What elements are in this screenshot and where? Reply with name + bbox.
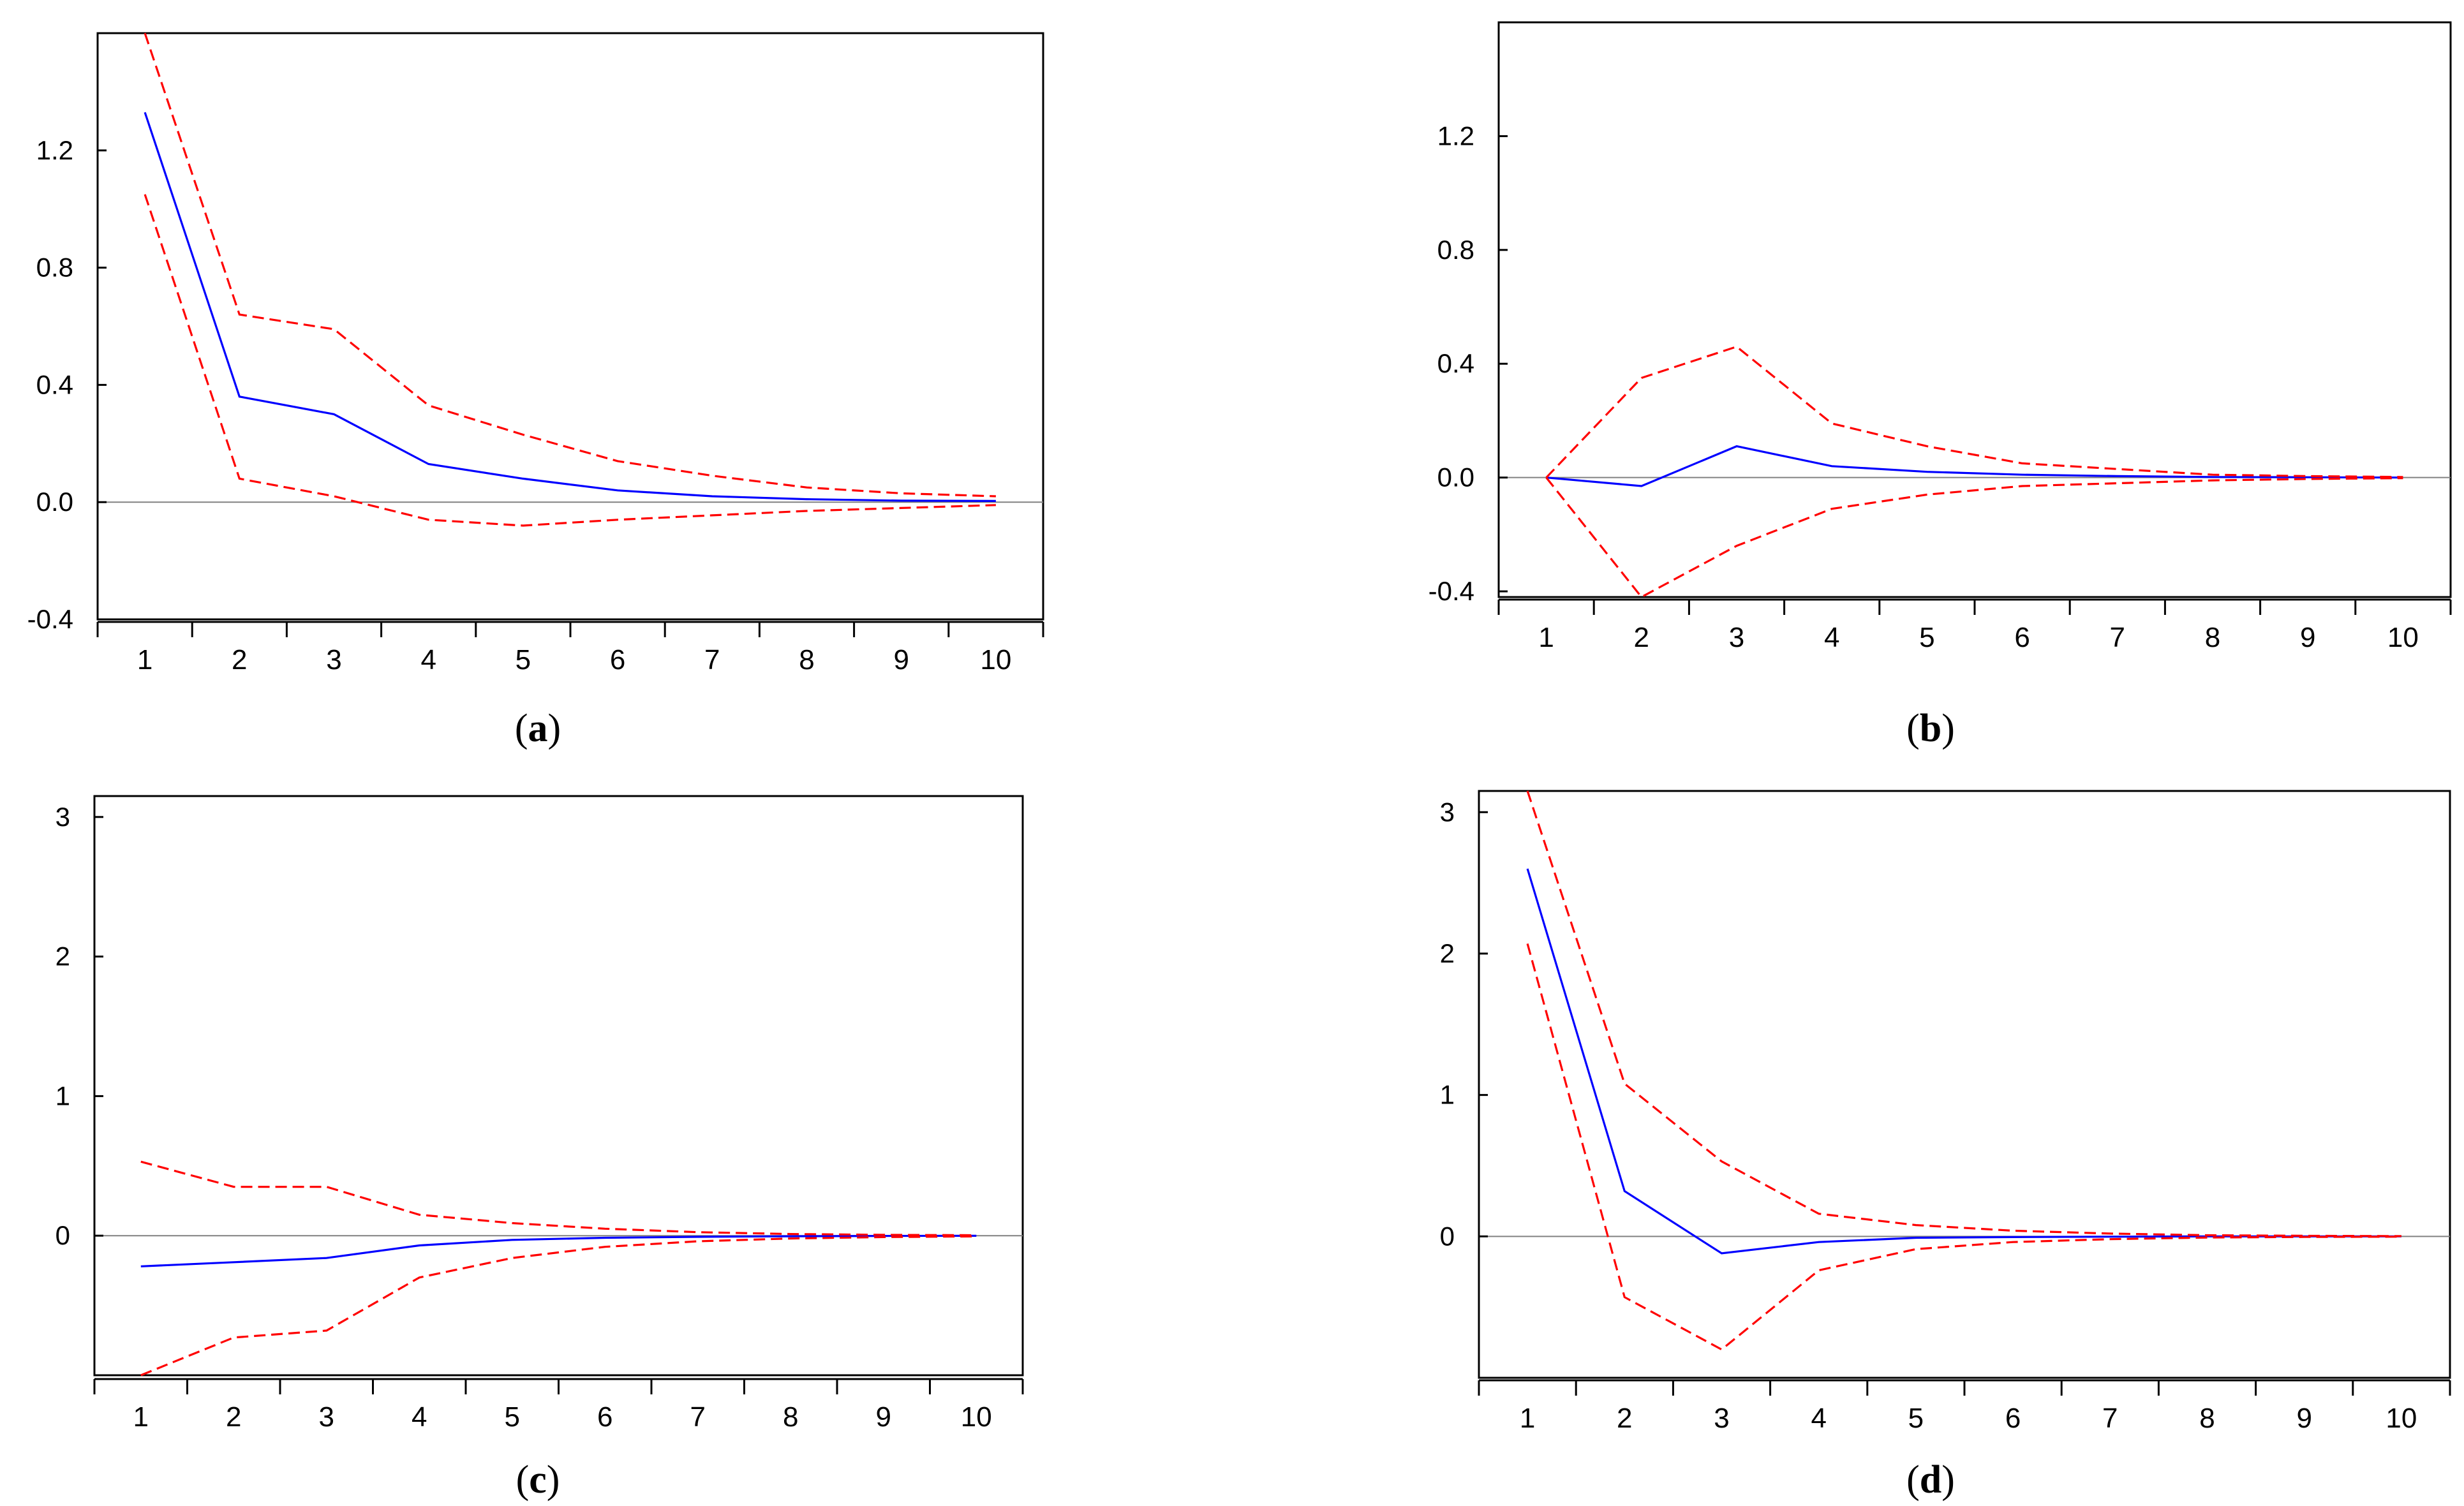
x-tick-label: 1 [1520, 1403, 1535, 1434]
panel-caption-letter: c [529, 1458, 547, 1502]
x-tick-label: 1 [1538, 622, 1554, 653]
y-tick-label: 1 [56, 1081, 70, 1111]
y-tick-label: 0.8 [1437, 235, 1474, 265]
y-tick-label: -0.4 [27, 604, 73, 634]
x-tick-label: 3 [319, 1401, 334, 1433]
plot-frame [1478, 790, 2451, 1379]
x-tick-label: 7 [2110, 622, 2125, 653]
x-tick-label: 8 [2205, 622, 2220, 653]
series-upper-line [144, 33, 996, 498]
y-tick-label: 0 [56, 1220, 70, 1250]
chart-panel-b: -0.4 0.0 0.4 0.8 1.2 1 2 3 4 5 6 7 8 9 10 (b) [1429, 21, 2452, 750]
panel-caption: (a) [515, 707, 561, 750]
panel-caption-letter: d [1920, 1458, 1941, 1502]
plot-frame [96, 32, 1044, 621]
y-tick-label: 1 [1440, 1080, 1455, 1110]
x-tick-label: 7 [690, 1401, 706, 1433]
x-tick-label: 6 [610, 644, 625, 675]
x-tick-label: 8 [2199, 1403, 2215, 1434]
series-upper-line [1526, 790, 2401, 1237]
x-tick-label: 9 [2300, 622, 2315, 653]
panel-caption-letter: b [1920, 707, 1941, 750]
x-tick-label: 10 [980, 644, 1011, 675]
series-response-line [1546, 445, 2403, 487]
panel-caption-letter: a [528, 707, 548, 750]
x-tick-label: 8 [783, 1401, 798, 1433]
chart-panel-d: 0 1 2 3 1 2 3 4 5 6 7 8 9 10 (d) [1440, 790, 2451, 1502]
x-tick-label: 4 [420, 644, 436, 675]
x-tick-label: 6 [2005, 1403, 2021, 1434]
panel-caption: (d) [1906, 1458, 1955, 1502]
x-tick-label: 10 [2386, 1403, 2417, 1434]
series-upper-line [1545, 345, 2403, 478]
series-lower-line [140, 1235, 977, 1377]
series-lower-line [144, 194, 996, 527]
x-tick-label: 3 [1714, 1403, 1729, 1434]
x-tick-label: 10 [961, 1401, 992, 1433]
x-tick-label: 6 [2014, 622, 2030, 653]
x-tick-label: 2 [226, 1401, 241, 1433]
x-tick-label: 7 [704, 644, 720, 675]
x-tick-label: 3 [326, 644, 341, 675]
x-tick-label: 7 [2102, 1403, 2118, 1434]
y-tick-label: 0.0 [36, 487, 73, 517]
y-tick-label: 1.2 [1437, 121, 1474, 151]
series-response-line [140, 1234, 977, 1267]
plot-frame [1497, 21, 2452, 598]
y-tick-label: 3 [56, 802, 70, 832]
x-tick-label: 8 [799, 644, 814, 675]
x-tick-label: 4 [1811, 1403, 1826, 1434]
series-lower-line [1545, 476, 2403, 599]
x-tick-label: 4 [412, 1401, 427, 1433]
y-tick-label: 0.4 [1437, 348, 1474, 378]
x-tick-label: 6 [597, 1401, 612, 1433]
plot-frame [93, 795, 1024, 1377]
x-tick-label: 2 [232, 644, 247, 675]
chart-panel-c: 0 1 2 3 1 2 3 4 5 6 7 8 9 10 (c) [56, 795, 1024, 1502]
x-tick-label: 5 [516, 644, 531, 675]
x-tick-label: 5 [505, 1401, 520, 1433]
panel-caption: (c) [516, 1458, 560, 1502]
x-tick-label: 5 [1919, 622, 1934, 653]
series-lower-line [1526, 943, 2401, 1351]
x-tick-label: 5 [1908, 1403, 1924, 1434]
series-response-line [1526, 868, 2401, 1255]
x-tick-label: 2 [1634, 622, 1649, 653]
x-tick-label: 1 [133, 1401, 149, 1433]
x-tick-label: 9 [893, 644, 909, 675]
y-tick-label: 2 [56, 941, 70, 971]
chart-panel-a: -0.4 0.0 0.4 0.8 1.2 1 2 3 4 5 6 7 8 9 10 (a) [27, 32, 1044, 750]
y-tick-label: 0.4 [36, 369, 73, 399]
y-tick-label: 3 [1440, 797, 1455, 827]
y-tick-label: 0.0 [1437, 462, 1474, 492]
x-tick-label: 1 [137, 644, 152, 675]
y-tick-label: 0.8 [36, 253, 73, 283]
x-tick-label: 10 [2387, 622, 2419, 653]
x-tick-label: 4 [1824, 622, 1839, 653]
x-tick-label: 3 [1729, 622, 1744, 653]
series-upper-line [140, 1160, 977, 1237]
x-tick-label: 9 [2296, 1403, 2312, 1434]
series-response-line [144, 112, 996, 503]
y-tick-label: 0 [1440, 1221, 1455, 1251]
x-tick-label: 9 [876, 1401, 891, 1433]
y-tick-label: 1.2 [36, 135, 73, 165]
x-tick-label: 2 [1617, 1403, 1632, 1434]
y-tick-label: 2 [1440, 938, 1455, 968]
panel-caption: (b) [1906, 707, 1955, 750]
y-tick-label: -0.4 [1429, 576, 1474, 606]
